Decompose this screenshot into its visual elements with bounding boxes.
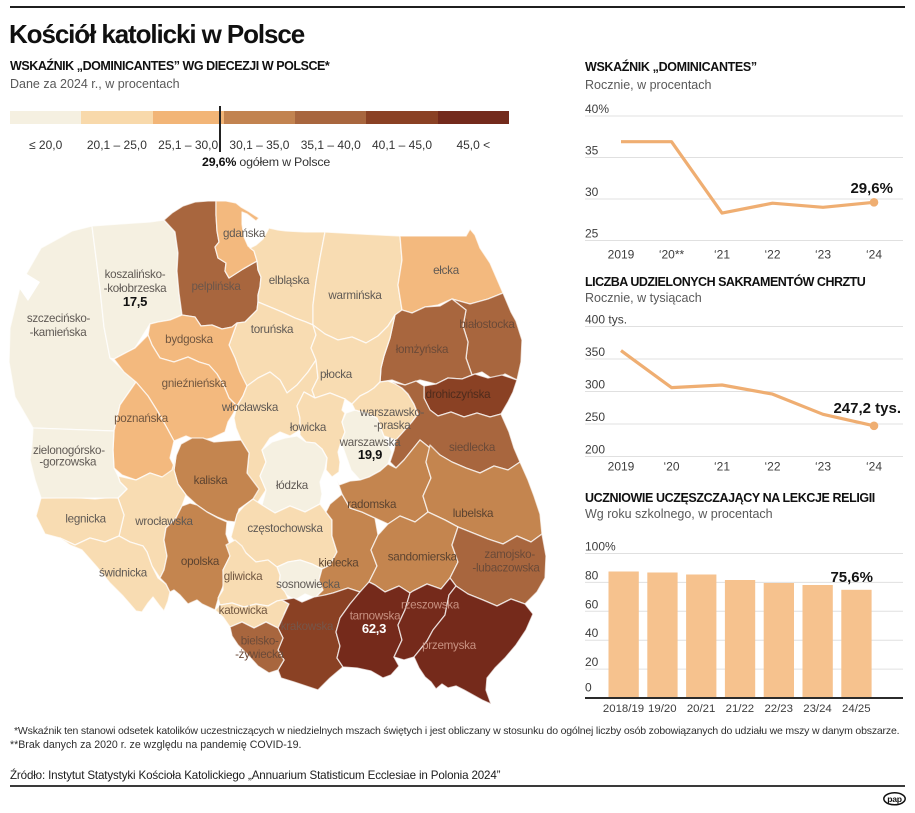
svg-text:80: 80 <box>585 568 599 582</box>
svg-text:40: 40 <box>585 626 599 640</box>
svg-text:pap: pap <box>887 794 901 804</box>
svg-text:katowicka: katowicka <box>219 604 268 617</box>
svg-text:płocka: płocka <box>320 368 353 381</box>
svg-text:lubelska: lubelska <box>453 507 494 520</box>
svg-text:łomżyńska: łomżyńska <box>396 343 449 356</box>
svg-text:gdańska: gdańska <box>223 227 266 240</box>
svg-text:250: 250 <box>585 410 605 424</box>
svg-text:koszalińsko-: koszalińsko- <box>105 268 166 281</box>
svg-text:17,5: 17,5 <box>123 294 147 309</box>
svg-text:tarnowska: tarnowska <box>350 610 401 623</box>
svg-text:0: 0 <box>585 681 592 695</box>
svg-text:opolska: opolska <box>181 555 220 568</box>
svg-text:350: 350 <box>585 345 605 359</box>
svg-text:poznańska: poznańska <box>114 412 169 425</box>
svg-text:łódzka: łódzka <box>276 479 309 492</box>
svg-text:sandomierska: sandomierska <box>388 551 458 564</box>
svg-text:warszawska: warszawska <box>339 436 401 449</box>
svg-text:24/25: 24/25 <box>842 703 871 715</box>
svg-text:włocławska: włocławska <box>221 401 279 414</box>
svg-text:400 tys.: 400 tys. <box>585 313 627 327</box>
svg-text:‘22: ‘22 <box>764 248 780 262</box>
svg-text:-praska: -praska <box>374 419 412 432</box>
svg-text:19,9: 19,9 <box>358 447 382 462</box>
svg-text:22/23: 22/23 <box>764 703 793 715</box>
svg-text:ełcka: ełcka <box>433 264 460 277</box>
svg-text:kaliska: kaliska <box>194 474 228 487</box>
svg-text:łowicka: łowicka <box>290 421 327 434</box>
svg-text:gliwicka: gliwicka <box>224 570 263 583</box>
svg-text:60: 60 <box>585 597 599 611</box>
svg-text:62,3: 62,3 <box>362 621 386 636</box>
svg-text:krakowska: krakowska <box>281 620 334 633</box>
svg-text:75,6%: 75,6% <box>830 569 873 586</box>
svg-text:bielsko-: bielsko- <box>241 635 279 648</box>
svg-text:przemyska: przemyska <box>422 639 477 652</box>
svg-text:30: 30 <box>585 185 599 199</box>
svg-text:legnicka: legnicka <box>65 513 106 526</box>
svg-text:kielecka: kielecka <box>319 557 360 570</box>
svg-text:siedlecka: siedlecka <box>449 441 496 454</box>
svg-text:białostocka: białostocka <box>459 318 515 331</box>
svg-text:toruńska: toruńska <box>251 323 294 336</box>
svg-text:100%: 100% <box>585 540 616 554</box>
svg-text:247,2 tys.: 247,2 tys. <box>833 400 901 417</box>
svg-text:40%: 40% <box>585 102 609 116</box>
svg-text:‘22: ‘22 <box>764 460 780 474</box>
svg-text:warmińska: warmińska <box>327 289 382 302</box>
svg-text:19/20: 19/20 <box>648 703 677 715</box>
svg-text:‘21: ‘21 <box>714 248 730 262</box>
svg-text:20/21: 20/21 <box>687 703 716 715</box>
svg-text:‘21: ‘21 <box>714 460 730 474</box>
svg-text:pelplińska: pelplińska <box>191 280 241 293</box>
svg-text:‘23: ‘23 <box>815 460 831 474</box>
svg-text:2018/19: 2018/19 <box>603 703 644 715</box>
svg-text:25: 25 <box>585 227 599 241</box>
svg-text:-gorzowska: -gorzowska <box>39 455 97 468</box>
svg-text:‘20: ‘20 <box>663 460 679 474</box>
svg-text:21/22: 21/22 <box>726 703 755 715</box>
svg-text:29,6%: 29,6% <box>850 180 893 197</box>
svg-text:-żywiecka: -żywiecka <box>235 648 284 661</box>
svg-text:2019: 2019 <box>608 248 635 262</box>
svg-text:23/24: 23/24 <box>803 703 832 715</box>
svg-text:‘23: ‘23 <box>815 248 831 262</box>
svg-text:zamojsko-: zamojsko- <box>484 548 535 561</box>
svg-text:20: 20 <box>585 655 599 669</box>
svg-text:‘24: ‘24 <box>866 460 882 474</box>
svg-text:2019: 2019 <box>608 460 635 474</box>
svg-text:częstochowska: częstochowska <box>247 522 323 535</box>
svg-text:gnieźnieńska: gnieźnieńska <box>162 377 227 390</box>
svg-text:świdnicka: świdnicka <box>99 567 148 580</box>
svg-text:warszawsko-: warszawsko- <box>359 406 425 419</box>
svg-text:-kamieńska: -kamieńska <box>30 326 88 339</box>
svg-text:radomska: radomska <box>347 498 397 511</box>
svg-text:zielonogórsko-: zielonogórsko- <box>33 444 105 457</box>
svg-text:35: 35 <box>585 144 599 158</box>
svg-text:-lubaczowska: -lubaczowska <box>472 561 540 574</box>
svg-text:drohiczyńska: drohiczyńska <box>426 388 491 401</box>
svg-text:‘20**: ‘20** <box>659 248 685 262</box>
svg-text:‘24: ‘24 <box>866 248 882 262</box>
svg-text:wrocławska: wrocławska <box>134 515 193 528</box>
svg-text:sosnowiecka: sosnowiecka <box>276 578 340 591</box>
svg-text:200: 200 <box>585 443 605 457</box>
svg-text:bydgoska: bydgoska <box>165 333 213 346</box>
svg-text:rzeszowska: rzeszowska <box>401 599 460 612</box>
svg-text:szczecińsko-: szczecińsko- <box>27 312 91 325</box>
svg-text:300: 300 <box>585 378 605 392</box>
svg-text:-kołobrzeska: -kołobrzeska <box>104 282 168 295</box>
svg-text:elbląska: elbląska <box>269 274 310 287</box>
